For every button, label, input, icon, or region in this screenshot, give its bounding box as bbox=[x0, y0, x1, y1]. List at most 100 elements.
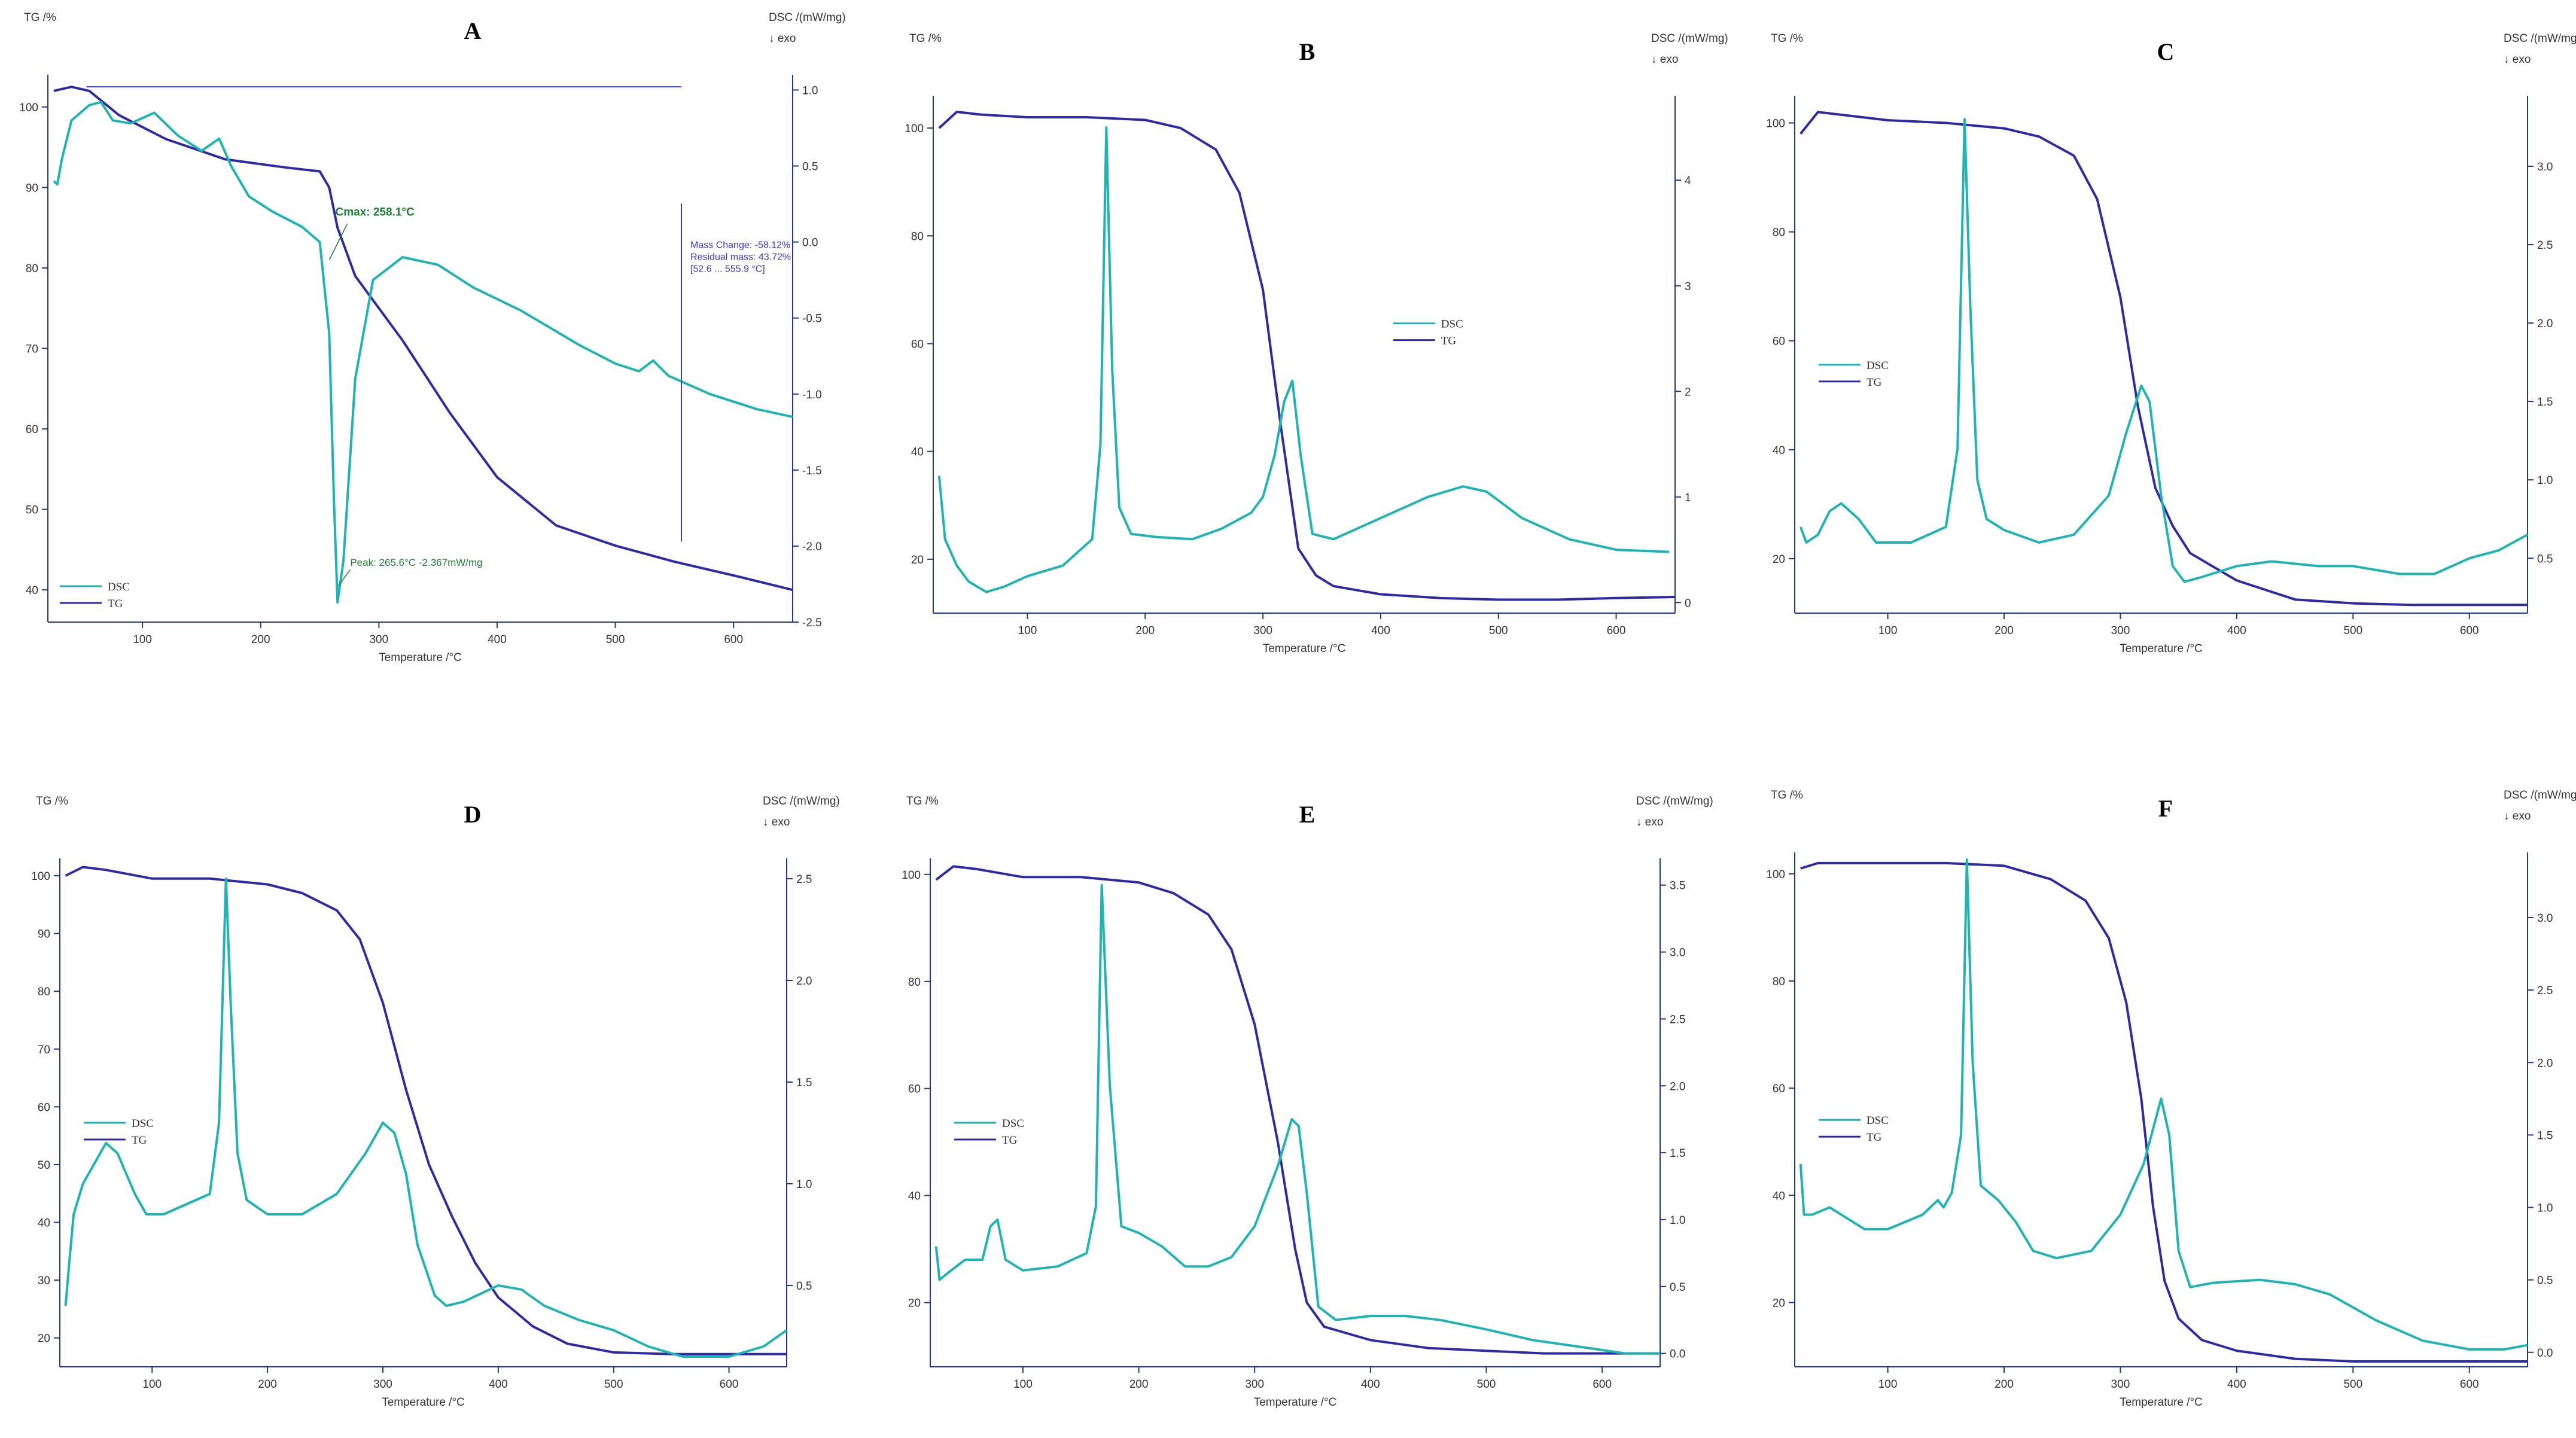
x-tick-label: 300 bbox=[373, 1378, 392, 1391]
x-axis-label: Temperature /°C bbox=[1254, 1396, 1337, 1409]
x-tick-label: 300 bbox=[369, 633, 388, 646]
tg-tick-label: 80 bbox=[1773, 976, 1785, 988]
dsc-axis-label: DSC /(mW/mg) bbox=[763, 795, 840, 808]
dsc-curve bbox=[934, 883, 1660, 1355]
legend: DSC TG bbox=[1819, 1114, 1889, 1144]
tg-tick-label: 90 bbox=[26, 182, 38, 194]
tg-tick-label: 60 bbox=[26, 424, 38, 436]
dsc-tick-label: 1.0 bbox=[796, 1178, 812, 1191]
x-tick-label: 600 bbox=[1593, 1378, 1612, 1391]
x-tick-label: 600 bbox=[2460, 1378, 2479, 1391]
x-tick-label: 100 bbox=[1878, 624, 1898, 637]
panel-letter: D bbox=[464, 801, 482, 828]
x-tick-label: 100 bbox=[142, 1378, 162, 1391]
dsc-curve bbox=[937, 126, 1670, 593]
legend-label-dsc: DSC bbox=[1441, 318, 1463, 331]
tg-tick-label: 100 bbox=[905, 123, 924, 135]
x-tick-label: 200 bbox=[1995, 624, 2014, 637]
tg-axis-label: TG /% bbox=[1771, 32, 1803, 45]
exo-direction-label: ↓ exo bbox=[763, 816, 790, 828]
tg-tick-label: 100 bbox=[31, 870, 50, 883]
tg-tick-label: 60 bbox=[38, 1101, 50, 1114]
x-tick-label: 200 bbox=[258, 1378, 277, 1391]
tg-tick-label: 40 bbox=[1773, 1190, 1785, 1202]
chart-panel-e: E TG /% DSC /(mW/mg) ↓ exo Temperature /°C 10… bbox=[902, 795, 1713, 1409]
exo-direction-label: ↓ exo bbox=[1636, 816, 1663, 828]
chart-panel-a: A TG /% DSC /(mW/mg) ↓ exo Temperature /°C 10… bbox=[19, 11, 845, 664]
x-tick-label: 300 bbox=[1245, 1378, 1264, 1391]
tg-tick-label: 70 bbox=[38, 1044, 50, 1056]
tg-tick-label: 80 bbox=[908, 976, 921, 989]
x-tick-label: 500 bbox=[1489, 624, 1508, 637]
dsc-tick-label: 0.5 bbox=[802, 161, 818, 173]
panel-letter: F bbox=[2158, 795, 2173, 822]
tg-tick-label: 100 bbox=[902, 869, 921, 882]
dsc-tick-label: 2.5 bbox=[796, 873, 812, 886]
dsc-tick-label: -1.5 bbox=[802, 465, 822, 477]
dsc-tick-label: 0.5 bbox=[2537, 1275, 2553, 1287]
tg-tick-label: 40 bbox=[1773, 444, 1785, 457]
dsc-tick-label: 2.5 bbox=[1670, 1013, 1685, 1026]
dsc-curve bbox=[1799, 118, 2528, 583]
exo-direction-label: ↓ exo bbox=[2504, 810, 2531, 822]
dsc-tick-label: 0.5 bbox=[2537, 553, 2553, 565]
dsc-tick-label: 1.5 bbox=[2537, 1129, 2553, 1142]
panel-letter: E bbox=[1299, 801, 1316, 828]
panel-letter: C bbox=[2157, 38, 2175, 65]
tg-tick-label: 40 bbox=[38, 1217, 50, 1230]
tg-curve bbox=[935, 865, 1660, 1355]
legend: DSC TG bbox=[1819, 360, 1889, 389]
x-tick-label: 400 bbox=[2227, 1378, 2246, 1391]
legend-label-dsc: DSC bbox=[1866, 360, 1889, 372]
tg-axis-label: TG /% bbox=[1771, 789, 1803, 802]
x-tick-label: 300 bbox=[2111, 624, 2130, 637]
dsc-tick-label: 3.5 bbox=[1670, 880, 1685, 892]
x-tick-label: 100 bbox=[1018, 624, 1037, 637]
dsc-tick-label: -2.5 bbox=[802, 617, 822, 629]
x-tick-label: 600 bbox=[720, 1378, 739, 1391]
dsc-tick-label: -2.0 bbox=[802, 541, 822, 553]
x-tick-label: 600 bbox=[724, 633, 743, 646]
tg-tick-label: 20 bbox=[908, 1297, 921, 1310]
x-tick-label: 400 bbox=[489, 1378, 508, 1391]
tg-tick-label: 80 bbox=[911, 230, 924, 243]
tg-curve bbox=[1800, 861, 2528, 1363]
tg-tick-label: 90 bbox=[38, 928, 50, 941]
cmax-leader-line bbox=[328, 223, 348, 260]
tg-curve bbox=[53, 86, 793, 592]
dsc-tick-label: 2.5 bbox=[2537, 985, 2553, 997]
tg-curve bbox=[65, 866, 787, 1355]
dsc-tick-label: 2.0 bbox=[2537, 1057, 2553, 1070]
tg-tick-label: 40 bbox=[911, 446, 924, 459]
dsc-axis-label: DSC /(mW/mg) bbox=[2504, 32, 2576, 45]
x-axis-label: Temperature /°C bbox=[379, 651, 462, 664]
dsc-axis-label: DSC /(mW/mg) bbox=[1651, 32, 1728, 45]
tg-tick-label: 80 bbox=[26, 263, 38, 275]
tg-tick-label: 80 bbox=[38, 986, 50, 998]
dsc-axis-label: DSC /(mW/mg) bbox=[1636, 795, 1713, 808]
chart-panel-d: D TG /% DSC /(mW/mg) ↓ exo Temperature /°C 10… bbox=[31, 795, 839, 1409]
dsc-axis-label: DSC /(mW/mg) bbox=[769, 11, 846, 24]
dsc-tick-label: 1.0 bbox=[1670, 1214, 1685, 1227]
legend-label-tg: TG bbox=[1441, 335, 1457, 348]
x-tick-label: 400 bbox=[1371, 624, 1390, 637]
x-tick-label: 400 bbox=[1361, 1378, 1380, 1391]
tg-axis-label: TG /% bbox=[24, 11, 56, 24]
tg-axis-label: TG /% bbox=[909, 32, 942, 45]
exo-direction-label: ↓ exo bbox=[2504, 53, 2531, 66]
dsc-tick-label: 2.0 bbox=[2537, 318, 2553, 330]
x-tick-label: 500 bbox=[606, 633, 625, 646]
panel-letter: B bbox=[1299, 38, 1316, 65]
dsc-tick-label: 3.0 bbox=[2537, 912, 2553, 925]
legend-label-tg: TG bbox=[108, 598, 123, 610]
dsc-tick-label: 0.5 bbox=[1670, 1281, 1685, 1294]
x-tick-label: 400 bbox=[488, 633, 507, 646]
x-tick-label: 200 bbox=[251, 633, 270, 646]
legend-label-tg: TG bbox=[132, 1134, 147, 1147]
legend: DSC TG bbox=[1393, 318, 1463, 348]
x-tick-label: 200 bbox=[1129, 1378, 1149, 1391]
exo-direction-label: ↓ exo bbox=[1651, 53, 1678, 66]
dsc-tick-label: 2 bbox=[1685, 386, 1691, 398]
exo-direction-label: ↓ exo bbox=[769, 32, 796, 45]
x-tick-label: 100 bbox=[1013, 1378, 1033, 1391]
